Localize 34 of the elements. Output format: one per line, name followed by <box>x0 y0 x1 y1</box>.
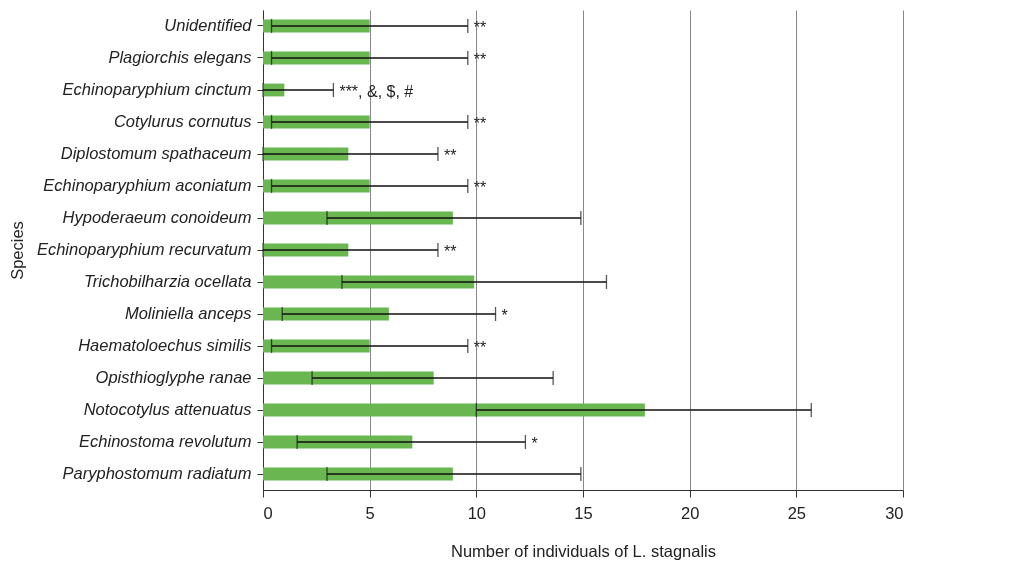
annotation: * <box>501 307 508 324</box>
annotation: ** <box>473 51 487 68</box>
x-tick-label: 20 <box>680 503 700 522</box>
y-tick-label: Echinoparyphium recurvatum <box>36 240 252 258</box>
x-tick-label: 5 <box>365 503 375 522</box>
y-tick-label: Haematoloechus similis <box>78 336 252 354</box>
y-tick-label: Cotylurus cornutus <box>113 112 252 130</box>
y-tick-label: Echinoparyphium cinctum <box>62 80 252 98</box>
y-tick-label: Notocotylus attenuatus <box>83 400 252 418</box>
x-axis-title: Number of individuals of L. stagnalis <box>450 542 717 560</box>
annotation: ** <box>473 115 487 132</box>
y-tick-label: Unidentified <box>164 16 253 34</box>
x-tick-label: 15 <box>574 503 593 522</box>
y-tick-label: Plagiorchis elegans <box>108 48 252 66</box>
annotation: ** <box>473 339 487 356</box>
y-tick-label: Diplostomum spathaceum <box>60 144 252 162</box>
y-axis-title: Species <box>7 221 26 280</box>
annotation: ** <box>443 243 457 260</box>
y-tick-label: Echinoparyphium aconiatum <box>43 176 252 194</box>
annotation: ** <box>473 19 487 36</box>
y-tick-label: Paryphostomum radiatum <box>62 464 252 482</box>
x-tick-label: 0 <box>263 503 273 522</box>
y-tick-label: Hypoderaeum conoideum <box>62 208 252 226</box>
y-tick-label: Echinostoma revolutum <box>79 432 252 450</box>
annotation: ***, &, $, # <box>339 83 414 100</box>
annotation: ** <box>473 179 487 196</box>
annotation: * <box>531 435 538 452</box>
x-tick-label: 25 <box>787 503 807 522</box>
x-tick-label: 10 <box>467 503 487 522</box>
x-tick-label: 30 <box>885 503 904 522</box>
annotation: ** <box>443 147 457 164</box>
y-tick-label: Opisthioglyphe ranae <box>95 368 252 386</box>
y-tick-label: Trichobilharzia ocellata <box>83 272 252 290</box>
y-tick-label: Moliniella anceps <box>124 304 252 322</box>
